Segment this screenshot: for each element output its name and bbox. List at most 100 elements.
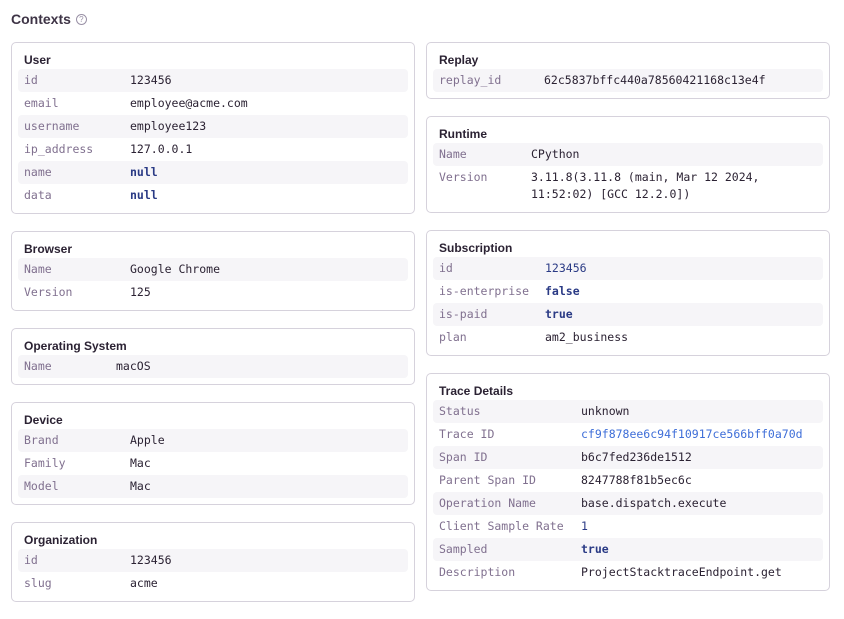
- row-value: ProjectStacktraceEndpoint.get: [581, 565, 782, 579]
- row-value: base.dispatch.execute: [581, 496, 727, 510]
- card-title: Replay: [439, 53, 479, 67]
- context-card-replay: Replay replay_id 62c5837bffc440a7856042116…: [426, 42, 830, 99]
- row-value: 3.11.8(3.11.8 (main, Mar 12 2024, 11:52:…: [531, 170, 767, 201]
- row-value: Google Chrome: [130, 262, 221, 276]
- row-value[interactable]: cf9f878ee6c94f10917ce566bff0a70d: [581, 427, 803, 441]
- context-card-user: User id 123456 email employee@acme.com userna…: [11, 42, 415, 214]
- card-title: Organization: [24, 533, 98, 547]
- row-value: employee@acme.com: [130, 96, 248, 110]
- row-key: Name: [24, 359, 52, 373]
- row-id: id 123456: [433, 257, 823, 280]
- row-value: true: [545, 307, 573, 321]
- row-family: Family Mac: [18, 452, 408, 475]
- row-key: Description: [439, 565, 516, 579]
- row-key: Trace ID: [439, 427, 495, 441]
- row-status: Status unknown: [433, 400, 823, 423]
- row-model: Model Mac: [18, 475, 408, 498]
- row-key: email: [24, 96, 59, 110]
- row-key: id: [24, 553, 38, 567]
- context-card-trace-details: Trace Details Status unknown Trace ID cf9f87…: [426, 373, 830, 591]
- row-key: username: [24, 119, 80, 133]
- row-key: is-enterprise: [439, 284, 530, 298]
- row-slug: slug acme: [18, 572, 408, 595]
- row-version: Version 125: [18, 281, 408, 304]
- row-key: data: [24, 188, 52, 202]
- page-title: Contexts?: [11, 11, 87, 27]
- row-value: 123456: [130, 553, 172, 567]
- row-value: am2_business: [545, 330, 629, 344]
- row-value: b6c7fed236de1512: [581, 450, 692, 464]
- row-key: Model: [24, 479, 59, 493]
- row-value: 125: [130, 285, 151, 299]
- row-key: Family: [24, 456, 66, 470]
- row-key: Status: [439, 404, 481, 418]
- key-value-list: Status unknown Trace ID cf9f878ee6c94f10917…: [433, 400, 823, 584]
- key-value-list: Name macOS: [18, 355, 408, 378]
- row-name: Name macOS: [18, 355, 408, 378]
- right-column: Replay replay_id 62c5837bffc440a7856042116…: [426, 42, 830, 608]
- context-card-operating-system: Operating System Name macOS: [11, 328, 415, 385]
- card-title: Device: [24, 413, 63, 427]
- row-value: 123456: [130, 73, 172, 87]
- row-key: ip_address: [24, 142, 94, 156]
- context-card-device: Device Brand Apple Family Mac Model Mac: [11, 402, 415, 505]
- row-key: is-paid: [439, 307, 488, 321]
- row-key: id: [24, 73, 38, 87]
- key-value-list: Brand Apple Family Mac Model Mac: [18, 429, 408, 498]
- row-is-enterprise: is-enterprise false: [433, 280, 823, 303]
- row-value: null: [130, 188, 158, 202]
- row-value: Mac: [130, 456, 151, 470]
- key-value-list: Name CPython Version 3.11.8(3.11.8 (main, M…: [433, 143, 823, 206]
- card-title: Operating System: [24, 339, 127, 353]
- card-title: Runtime: [439, 127, 487, 141]
- row-value: unknown: [581, 404, 630, 418]
- row-value: CPython: [531, 147, 580, 161]
- row-key: Name: [439, 147, 467, 161]
- card-title: Trace Details: [439, 384, 514, 398]
- context-card-browser: Browser Name Google Chrome Version 125: [11, 231, 415, 311]
- row-trace-id: Trace ID cf9f878ee6c94f10917ce566bff0a70d: [433, 423, 823, 446]
- row-plan: plan am2_business: [433, 326, 823, 349]
- row-brand: Brand Apple: [18, 429, 408, 452]
- row-value: Apple: [130, 433, 165, 447]
- left-column: User id 123456 email employee@acme.com userna…: [11, 42, 415, 619]
- row-value: true: [581, 542, 609, 556]
- row-operation-name: Operation Name base.dispatch.execute: [433, 492, 823, 515]
- key-value-list: Name Google Chrome Version 125: [18, 258, 408, 304]
- row-value: 1: [581, 519, 588, 533]
- row-key: Operation Name: [439, 496, 536, 510]
- row-parent-span-id: Parent Span ID 8247788f81b5ec6c: [433, 469, 823, 492]
- row-key: plan: [439, 330, 467, 344]
- row-key: Client Sample Rate: [439, 519, 564, 533]
- row-email: email employee@acme.com: [18, 92, 408, 115]
- row-value: acme: [130, 576, 158, 590]
- row-key: Version: [24, 285, 73, 299]
- row-name: Name CPython: [433, 143, 823, 166]
- row-value: 123456: [545, 261, 587, 275]
- row-key: replay_id: [439, 73, 502, 87]
- row-description: Description ProjectStacktraceEndpoint.get: [433, 561, 823, 584]
- context-card-runtime: Runtime Name CPython Version 3.11.8(3.11.8 (…: [426, 116, 830, 213]
- row-name: Name Google Chrome: [18, 258, 408, 281]
- row-value: employee123: [130, 119, 207, 133]
- contexts-title: Contexts: [11, 11, 71, 27]
- row-key: Name: [24, 262, 52, 276]
- row-value: Mac: [130, 479, 151, 493]
- card-title: Browser: [24, 242, 73, 256]
- row-key: slug: [24, 576, 52, 590]
- card-title: Subscription: [439, 241, 513, 255]
- key-value-list: replay_id 62c5837bffc440a78560421168c13e4…: [433, 69, 823, 92]
- key-value-list: id 123456 slug acme: [18, 549, 408, 595]
- row-data: data null: [18, 184, 408, 207]
- row-is-paid: is-paid true: [433, 303, 823, 326]
- row-span-id: Span ID b6c7fed236de1512: [433, 446, 823, 469]
- row-value: 127.0.0.1: [130, 142, 193, 156]
- row-ip-address: ip_address 127.0.0.1: [18, 138, 408, 161]
- row-key: id: [439, 261, 453, 275]
- row-version: Version 3.11.8(3.11.8 (main, Mar 12 2024,…: [433, 166, 823, 206]
- context-card-organization: Organization id 123456 slug acme: [11, 522, 415, 602]
- row-client-sample-rate: Client Sample Rate 1: [433, 515, 823, 538]
- question-circle-icon[interactable]: ?: [75, 13, 87, 25]
- row-sampled: Sampled true: [433, 538, 823, 561]
- row-key: name: [24, 165, 52, 179]
